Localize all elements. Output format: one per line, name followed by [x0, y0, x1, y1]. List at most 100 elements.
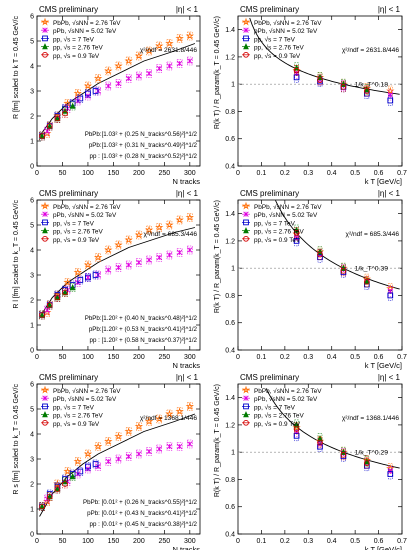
chi2-label: χ²/ndf = 685.3/446 [345, 231, 399, 238]
data-point [134, 230, 144, 239]
y-tick-label: 3 [30, 273, 34, 280]
legend-label: pp, √s = 7 TeV [254, 35, 296, 43]
panel-bottom-right: CMS preliminary |η| < 1 0 0.1 0.2 0.3 0.4 0.5 0.… [214, 373, 407, 550]
legend-marker [42, 411, 48, 418]
data-point [185, 213, 195, 222]
x-tick-label: 200 [133, 538, 145, 545]
data-point [77, 277, 84, 283]
data-point [136, 451, 142, 457]
legend-marker [241, 385, 251, 394]
x-tick-label: 0.1 [257, 354, 267, 361]
x-tick-label: 50 [59, 538, 67, 545]
data-point [54, 115, 61, 122]
data-point [144, 46, 154, 55]
data-point [93, 74, 103, 83]
data-point [185, 402, 195, 411]
data-point [115, 264, 122, 271]
data-point [155, 414, 164, 423]
y-tick-label: 0.4 [225, 532, 235, 539]
chi2-label: χ²/ndf = 1368.1/446 [342, 415, 400, 422]
x-tick-label: 300 [184, 354, 196, 361]
y-tick-label: 1 [231, 450, 235, 457]
data-point [364, 88, 370, 94]
legend-marker [243, 411, 249, 418]
y-tick-label: 0.8 [225, 109, 235, 116]
y-tick-label: 1.4 [225, 211, 235, 218]
data-point [92, 272, 99, 278]
legend-marker [42, 27, 48, 33]
y-tick-label: 6 [30, 382, 34, 389]
data-point [105, 267, 112, 273]
y-tick-label: 5 [30, 407, 34, 414]
error-box [317, 433, 323, 444]
error-box [115, 79, 122, 88]
data-point [105, 458, 112, 465]
y-tick-label: 1.2 [225, 422, 235, 429]
data-point [317, 248, 323, 255]
fit-formula: pp : [1.03² + (0.28 N_tracks^0.52)²]^1/2 [90, 153, 198, 160]
y-tick-label: 4 [30, 248, 34, 255]
data-point [187, 58, 193, 64]
series-pp276 [293, 419, 370, 467]
legend-label: pPb, √sNN = 5.02 TeV [53, 395, 117, 403]
data-point [176, 443, 183, 450]
legend-label: pp, √s = 2.76 TeV [53, 412, 103, 420]
series-pp09 [293, 227, 370, 288]
error-box [125, 260, 132, 270]
series-PbPb [292, 228, 395, 294]
x-tick-label: 0.3 [303, 170, 313, 177]
y-tick-label: 6 [30, 198, 34, 205]
data-point [176, 60, 183, 67]
panel-middle-right: CMS preliminary |η| < 1 0 0.1 0.2 0.3 0.4 0.5 0.… [214, 189, 407, 370]
data-point [69, 283, 76, 291]
cms-preliminary-label: CMS preliminary [39, 5, 98, 14]
fit-formula: pPb:[1.03² + (0.31 N_tracks^0.49)²]^1/2 [89, 142, 198, 149]
x-tick-label: 0 [236, 170, 240, 177]
series-PbPb [292, 422, 395, 474]
legend-marker [40, 17, 50, 26]
data-point [77, 468, 84, 475]
legend-label: pp, √s = 7 TeV [53, 219, 95, 227]
legend-label: PbPb, √sNN = 2.76 TeV [254, 203, 322, 211]
x-tick-label: 100 [82, 354, 94, 361]
data-point [115, 80, 122, 87]
y-axis-title: R l [fm] scaled to k_T = 0.45 GeV/c [13, 200, 20, 309]
y-tick-label: 2 [30, 114, 34, 121]
error-box [125, 74, 132, 83]
data-point [293, 229, 300, 236]
series-pPb [44, 439, 193, 504]
data-point [387, 292, 394, 299]
legend-marker [42, 419, 48, 426]
kt-power-law-label: 1/k_T^0.39 [355, 266, 389, 273]
data-point [387, 97, 394, 104]
data-point [293, 421, 300, 428]
cms-preliminary-label: CMS preliminary [240, 189, 299, 198]
y-tick-label: 1 [231, 266, 235, 273]
legend-label: pPb, √sNN = 5.02 TeV [254, 27, 318, 35]
data-point [124, 56, 133, 65]
x-axis-title: N tracks [172, 545, 200, 550]
chi2-label: χ²/ndf = 2631.8/446 [140, 47, 198, 54]
legend-label: pp, √s = 7 TeV [254, 219, 296, 227]
data-point [146, 448, 152, 455]
y-tick-label: 1.2 [225, 238, 235, 245]
x-tick-label: 100 [82, 170, 94, 177]
legend-marker [42, 51, 48, 58]
error-box [176, 442, 183, 451]
data-point [92, 88, 99, 94]
data-point [340, 84, 347, 90]
legend-label: PbPb, √sNN = 2.76 TeV [53, 387, 121, 395]
legend-marker [243, 35, 249, 42]
legend-label: PbPb, √sNN = 2.76 TeV [254, 19, 322, 27]
data-point [39, 312, 45, 318]
data-point [175, 215, 184, 224]
x-axis-title: N tracks [172, 177, 200, 186]
data-point [340, 268, 347, 274]
data-point [54, 486, 61, 492]
data-point [83, 260, 93, 269]
data-point [114, 432, 123, 441]
data-point [317, 443, 323, 450]
x-tick-label: 0.2 [280, 354, 290, 361]
error-box [69, 283, 76, 292]
y-tick-label: 0.4 [225, 348, 235, 355]
